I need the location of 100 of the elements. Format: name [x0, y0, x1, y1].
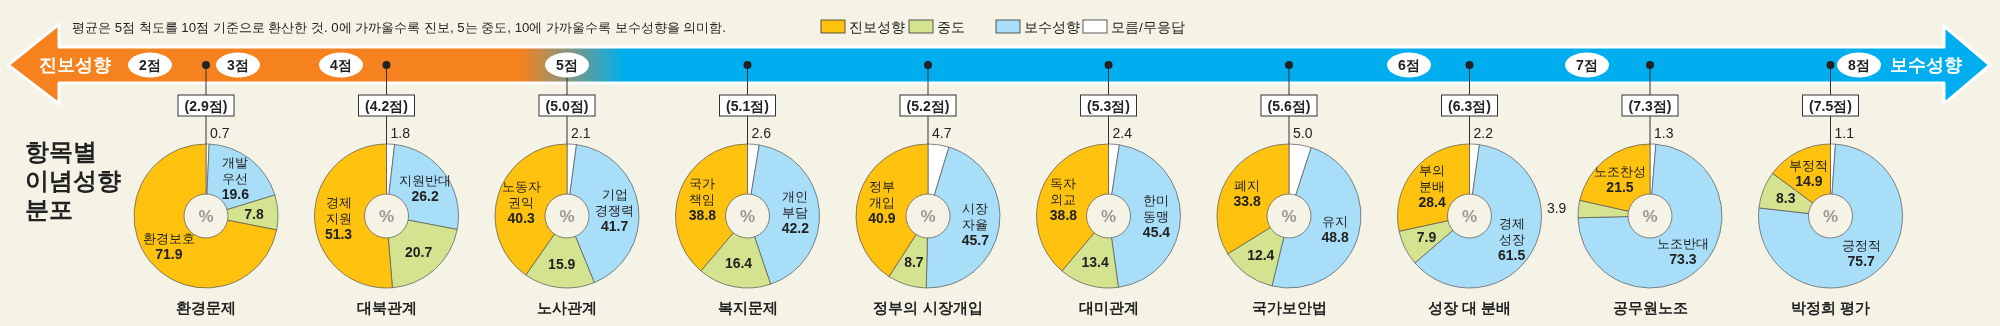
data-label: 20.7 [404, 243, 433, 260]
data-label: 1.1 [1834, 125, 1855, 141]
data-label: 2.1 [571, 125, 591, 141]
text: % [198, 207, 214, 226]
chart-subtitle: (7.3점) [1628, 98, 1672, 114]
text: 6점 [1398, 57, 1420, 73]
text: 복지문제 [717, 300, 778, 316]
text: 8점 [1848, 57, 1870, 73]
slice-label: 긍정적 [1841, 238, 1881, 253]
slice-label: 부정적 [1789, 159, 1829, 174]
slice-label: 지원반대 [399, 173, 452, 188]
data-label: 26.2 [411, 187, 439, 204]
chart-subtitle: (6.3점) [1448, 98, 1491, 114]
data-label: 14.9 [1795, 173, 1823, 190]
slice-label: 유지 [1322, 215, 1349, 230]
data-label: 8.3 [1776, 190, 1796, 207]
data-label: 1.8 [390, 125, 411, 141]
text: 국가보안법 [1251, 300, 1327, 316]
data-label: 73.3 [1669, 250, 1697, 267]
text: 노사관계 [537, 300, 597, 316]
data-label: 0.7 [210, 125, 230, 141]
data-label: 4.7 [932, 125, 952, 141]
slice-label: 노동자 권익 [501, 179, 541, 210]
text: % [1461, 207, 1478, 226]
data-label: 33.8 [1233, 192, 1261, 209]
slice-label: 개발 우선 [222, 156, 249, 187]
slice-label: 독자 외교 [1050, 177, 1077, 208]
text: 2점 [139, 57, 161, 73]
slice-label: 한미 동맹 [1143, 194, 1170, 225]
legend-label: 진보성향 [849, 20, 905, 35]
data-label: 51.3 [324, 225, 353, 242]
slice-label: 노조찬성 [1593, 164, 1646, 179]
slice-label: 정부 개입 [868, 180, 895, 211]
data-label: 2.4 [1112, 125, 1133, 141]
text: 환경문제 [176, 300, 236, 316]
data-label: 2.6 [751, 125, 772, 141]
data-label: 21.5 [1606, 178, 1634, 195]
legend-label: 모름/무응답 [1111, 20, 1185, 35]
text: % [1642, 207, 1658, 226]
chart-subtitle: (5.3점) [1087, 98, 1130, 114]
chart-subtitle: (2.9점) [184, 98, 228, 114]
text: 진보성향 [39, 55, 111, 75]
text: 항목별 이념성향 분포 [25, 138, 121, 223]
data-label: 45.4 [1142, 224, 1171, 241]
data-label: 19.6 [221, 186, 250, 203]
data-label: 48.8 [1321, 229, 1350, 246]
text: % [1822, 207, 1839, 226]
data-label: 61.5 [1498, 246, 1526, 263]
text: 성장 대 분배 [1427, 300, 1512, 316]
legend-label: 보수성향 [1024, 20, 1080, 35]
data-label: 75.7 [1847, 252, 1876, 269]
data-label: 16.4 [724, 255, 753, 272]
data-label: 38.8 [688, 207, 717, 224]
text: 5점 [556, 57, 578, 73]
chart-subtitle: (5.2점) [906, 98, 950, 114]
chart-subtitle: (5.0점) [545, 98, 589, 114]
slice-label: 경제 성장 [1498, 216, 1525, 247]
data-label: 40.9 [868, 210, 896, 227]
data-label: 71.9 [155, 246, 183, 263]
text: % [378, 207, 395, 226]
slice-label: 개인 부담 [782, 190, 809, 221]
text: 정부의 시장개입 [873, 300, 983, 316]
text: 4점 [330, 57, 352, 73]
data-label: 7.8 [244, 205, 264, 222]
text: 보수성향 [1890, 55, 1962, 75]
data-label: 13.4 [1081, 254, 1109, 271]
text: 3점 [227, 57, 249, 73]
data-label: 3.9 [1546, 199, 1567, 216]
data-label: 41.7 [600, 217, 629, 234]
data-label: 5.0 [1293, 125, 1313, 141]
slice-label: 폐지 [1234, 178, 1261, 193]
slice-label: 국가 책임 [689, 177, 716, 208]
legend-label: 중도 [937, 20, 965, 35]
text: % [920, 207, 936, 226]
text: 대미관계 [1078, 300, 1139, 316]
chart-subtitle: (5.1점) [726, 98, 769, 114]
data-label: 7.9 [1416, 229, 1437, 246]
chart-subtitle: (7.5점) [1809, 98, 1852, 114]
text: 대북관계 [356, 300, 417, 316]
chart-subtitle: (4.2점) [365, 98, 408, 114]
text: 평균은 5점 척도를 10점 기준으로 환산한 것. 0에 가까울수록 진보, 5는 중도, 10에 가까울수록 보수성향을 의미함. [72, 20, 726, 35]
text: 7점 [1576, 57, 1598, 73]
data-label: 8.7 [904, 253, 924, 270]
text: 박정희 평가 [1790, 300, 1871, 316]
text: 공무원노조 [1612, 300, 1688, 316]
data-label: 15.9 [548, 255, 576, 272]
data-label: 2.2 [1473, 125, 1494, 141]
data-label: 28.4 [1418, 193, 1446, 210]
data-label: 38.8 [1049, 207, 1078, 224]
data-label: 42.2 [781, 220, 810, 237]
chart-subtitle: (5.6점) [1267, 98, 1311, 114]
slice-label: 시장 자율 [962, 201, 989, 232]
slice-label: 노조반대 [1656, 236, 1709, 251]
text: % [1281, 207, 1297, 226]
data-label: 45.7 [961, 231, 990, 248]
text: % [1100, 207, 1117, 226]
data-label: 12.4 [1247, 246, 1275, 263]
slice-label: 환경보호 [142, 232, 195, 247]
data-label: 40.3 [507, 209, 536, 226]
slice-label: 경제 지원 [325, 195, 352, 226]
